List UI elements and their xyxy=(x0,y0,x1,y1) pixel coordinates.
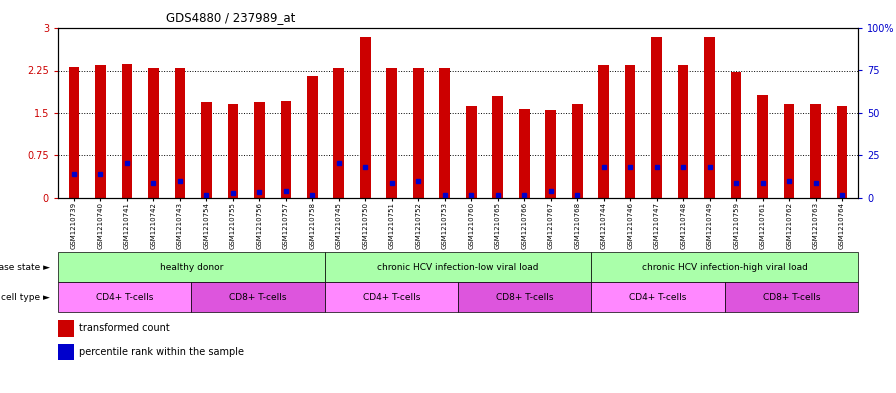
Bar xyxy=(122,64,133,198)
Bar xyxy=(333,68,344,198)
Bar xyxy=(458,282,591,312)
Bar xyxy=(519,109,530,198)
Bar xyxy=(58,282,192,312)
Bar xyxy=(254,102,264,198)
Bar xyxy=(307,76,317,198)
Text: CD8+ T-cells: CD8+ T-cells xyxy=(495,292,554,301)
Bar xyxy=(280,101,291,198)
Bar xyxy=(324,252,591,282)
Bar xyxy=(625,65,635,198)
Bar xyxy=(757,95,768,198)
Bar xyxy=(175,68,185,198)
Bar xyxy=(591,252,858,282)
Bar xyxy=(228,105,238,198)
Bar xyxy=(572,105,582,198)
Bar xyxy=(678,65,688,198)
Bar xyxy=(413,68,424,198)
Bar xyxy=(704,37,715,198)
Bar xyxy=(591,282,725,312)
Bar xyxy=(731,72,742,198)
Text: chronic HCV infection-high viral load: chronic HCV infection-high viral load xyxy=(642,263,807,272)
Text: cell type ►: cell type ► xyxy=(1,292,50,301)
Bar xyxy=(360,37,371,198)
Text: percentile rank within the sample: percentile rank within the sample xyxy=(80,347,245,357)
Bar xyxy=(95,65,106,198)
Text: CD4+ T-cells: CD4+ T-cells xyxy=(629,292,686,301)
Text: healthy donor: healthy donor xyxy=(159,263,223,272)
Bar xyxy=(58,320,74,337)
Bar xyxy=(386,68,397,198)
Bar xyxy=(201,102,211,198)
Bar xyxy=(58,344,74,360)
Bar xyxy=(546,110,556,198)
Text: CD8+ T-cells: CD8+ T-cells xyxy=(762,292,820,301)
Text: CD8+ T-cells: CD8+ T-cells xyxy=(229,292,287,301)
Text: CD4+ T-cells: CD4+ T-cells xyxy=(96,292,153,301)
Bar xyxy=(599,65,609,198)
Bar xyxy=(493,96,503,198)
Text: transformed count: transformed count xyxy=(80,323,170,333)
Bar xyxy=(439,68,450,198)
Bar xyxy=(324,282,458,312)
Text: chronic HCV infection-low viral load: chronic HCV infection-low viral load xyxy=(377,263,538,272)
Bar xyxy=(725,282,858,312)
Text: CD4+ T-cells: CD4+ T-cells xyxy=(363,292,420,301)
Text: GDS4880 / 237989_at: GDS4880 / 237989_at xyxy=(166,11,295,24)
Bar xyxy=(148,68,159,198)
Bar xyxy=(192,282,324,312)
Bar xyxy=(651,37,662,198)
Bar xyxy=(784,105,795,198)
Bar xyxy=(837,106,848,198)
Bar xyxy=(58,252,324,282)
Bar xyxy=(810,105,821,198)
Bar xyxy=(466,106,477,198)
Text: disease state ►: disease state ► xyxy=(0,263,50,272)
Bar xyxy=(69,66,79,198)
